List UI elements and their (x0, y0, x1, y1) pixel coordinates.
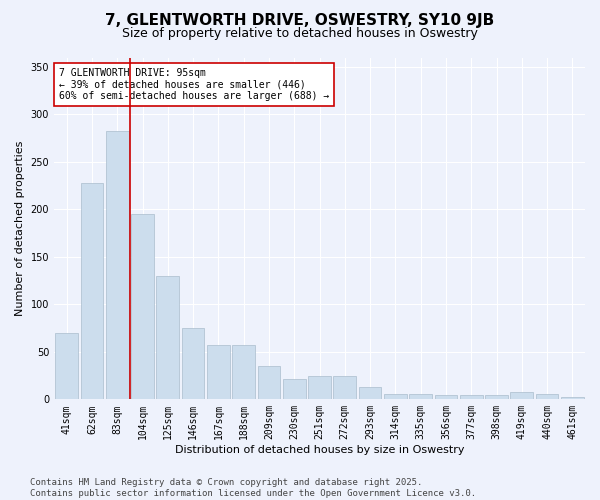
Bar (409, 394, 432, 400)
Bar (511, 392, 533, 400)
Bar (359, 387, 382, 400)
Text: 7, GLENTWORTH DRIVE, OSWESTRY, SY10 9JB: 7, GLENTWORTH DRIVE, OSWESTRY, SY10 9JB (106, 12, 494, 28)
Bar (207, 345, 230, 400)
Bar (131, 214, 154, 400)
Bar (434, 394, 457, 400)
Bar (283, 380, 305, 400)
Bar (80, 183, 103, 400)
Text: 7 GLENTWORTH DRIVE: 95sqm
← 39% of detached houses are smaller (446)
60% of semi: 7 GLENTWORTH DRIVE: 95sqm ← 39% of detac… (59, 68, 329, 101)
Bar (157, 276, 179, 400)
Bar (485, 394, 508, 400)
Bar (561, 398, 584, 400)
Bar (55, 333, 78, 400)
Bar (460, 394, 482, 400)
Text: Size of property relative to detached houses in Oswestry: Size of property relative to detached ho… (122, 28, 478, 40)
Bar (308, 376, 331, 400)
Y-axis label: Number of detached properties: Number of detached properties (15, 140, 25, 316)
Bar (232, 345, 255, 400)
Bar (334, 376, 356, 400)
Bar (536, 394, 559, 400)
X-axis label: Distribution of detached houses by size in Oswestry: Distribution of detached houses by size … (175, 445, 464, 455)
Text: Contains HM Land Registry data © Crown copyright and database right 2025.
Contai: Contains HM Land Registry data © Crown c… (30, 478, 476, 498)
Bar (257, 366, 280, 400)
Bar (106, 130, 128, 400)
Bar (384, 394, 407, 400)
Bar (182, 328, 205, 400)
